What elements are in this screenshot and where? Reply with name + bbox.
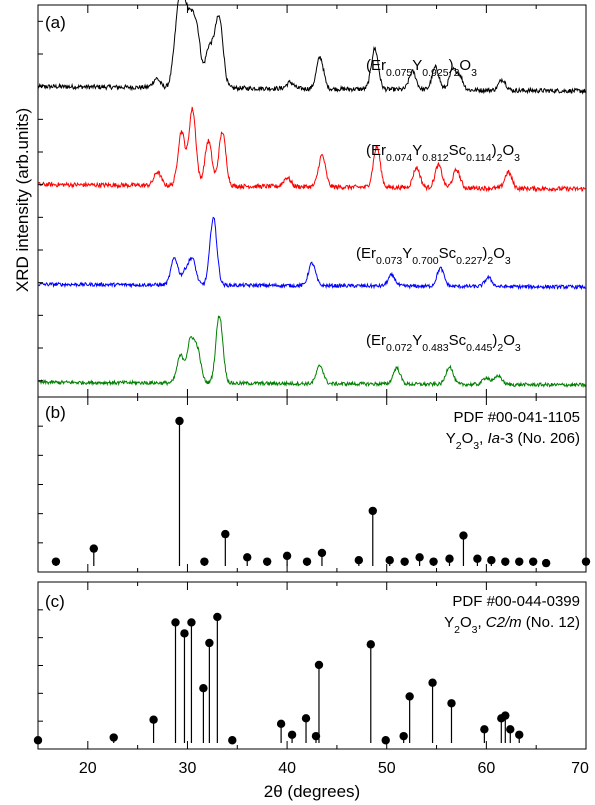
x-tick-label: 40	[278, 760, 296, 777]
panel-b-pdf-number: PDF #00-041-1105	[454, 409, 580, 426]
panel-b-phase: Y2O3, Ia-3 (No. 206)	[446, 430, 580, 452]
reference-peak-marker	[311, 731, 321, 741]
x-tick-label: 70	[571, 760, 589, 777]
reference-peak-marker	[515, 557, 524, 566]
reference-peak-marker	[381, 736, 390, 745]
reference-peak-marker	[480, 725, 489, 734]
reference-peak-marker	[447, 699, 456, 708]
panel-c: (c) PDF #00-044-0399 Y2O3, C2/m (No. 12)	[33, 581, 587, 750]
reference-peak-marker	[276, 719, 286, 729]
reference-peak-marker	[459, 531, 468, 540]
reference-peak-marker	[428, 678, 437, 687]
reference-peak-marker	[501, 711, 510, 720]
reference-peak-marker	[213, 612, 222, 622]
reference-peak-marker	[302, 557, 312, 566]
reference-peak-marker	[366, 640, 375, 649]
reference-peak-marker	[149, 715, 158, 724]
reference-peak-marker	[528, 557, 538, 566]
xrd-trace-label: (Er0.074Y0.812Sc0.114)2O3	[366, 142, 520, 164]
reference-peak-marker	[429, 557, 438, 566]
reference-peak-marker	[400, 557, 409, 566]
reference-peak-marker	[385, 556, 394, 565]
reference-peak-marker	[200, 557, 209, 566]
reference-peak-marker	[354, 556, 364, 565]
reference-peak-marker	[473, 554, 482, 563]
x-tick-label: 60	[477, 760, 495, 777]
reference-peak-marker	[399, 731, 408, 741]
reference-peak-marker	[581, 557, 591, 566]
x-tick-label: 50	[378, 760, 396, 777]
reference-peak-marker	[506, 725, 515, 734]
reference-peak-marker	[301, 714, 311, 723]
reference-peak-marker	[180, 629, 189, 638]
xrd-trace-label: (Er0.075Y0.925)2O3	[366, 57, 477, 79]
reference-peak-marker	[221, 529, 230, 539]
reference-peak-marker	[515, 730, 524, 739]
xrd-trace	[37, 315, 587, 388]
reference-peak-marker	[415, 553, 424, 562]
panel-b: (b) PDF #00-041-1105 Y2O3, Ia-3 (No. 206…	[37, 396, 591, 573]
xrd-trace	[37, 0, 587, 95]
xrd-trace	[37, 106, 586, 193]
x-tick-label: 30	[179, 760, 197, 777]
reference-peak-marker	[51, 557, 61, 566]
panel-c-label: (c)	[45, 592, 65, 611]
reference-peak-marker	[287, 730, 297, 739]
reference-peak-marker	[205, 638, 214, 648]
y-axis-label: XRD intensity (arb.units)	[13, 108, 32, 292]
reference-peak-marker	[501, 557, 510, 566]
reference-peak-marker	[541, 558, 551, 568]
reference-peak-marker	[487, 556, 496, 565]
reference-peak-marker	[187, 618, 196, 627]
reference-peak-marker	[175, 416, 184, 426]
reference-peak-marker	[262, 557, 272, 566]
reference-peak-marker	[171, 618, 180, 627]
x-axis-label: 2θ (degrees)	[264, 782, 360, 801]
reference-peak-marker	[199, 684, 208, 693]
panel-a-label: (a)	[45, 13, 66, 32]
reference-peak-marker	[89, 544, 98, 553]
reference-peak-marker	[282, 551, 292, 561]
x-tick-label: 20	[79, 760, 97, 777]
reference-peak-marker	[368, 506, 377, 516]
xrd-trace-label: (Er0.073Y0.700Sc0.227)2O3	[356, 245, 511, 267]
xrd-trace	[37, 216, 586, 291]
reference-peak-marker	[228, 736, 237, 745]
reference-peak-marker	[405, 692, 414, 701]
xrd-trace-label: (Er0.072Y0.483Sc0.445)2O3	[366, 332, 521, 354]
reference-peak-marker	[317, 548, 327, 558]
reference-peak-marker	[243, 553, 252, 562]
panel-b-label: (b)	[45, 403, 66, 422]
reference-peak-marker	[314, 660, 324, 670]
reference-peak-marker	[109, 733, 118, 742]
panel-c-phase: Y2O3, C2/m (No. 12)	[444, 614, 580, 636]
reference-peak-marker	[445, 554, 454, 563]
panel-c-pdf-number: PDF #00-044-0399	[452, 593, 580, 610]
panel-a: (Er0.075Y0.925)2O3 (Er0.074Y0.812Sc0.114)…	[13, 0, 587, 398]
reference-peak-marker	[33, 736, 43, 745]
